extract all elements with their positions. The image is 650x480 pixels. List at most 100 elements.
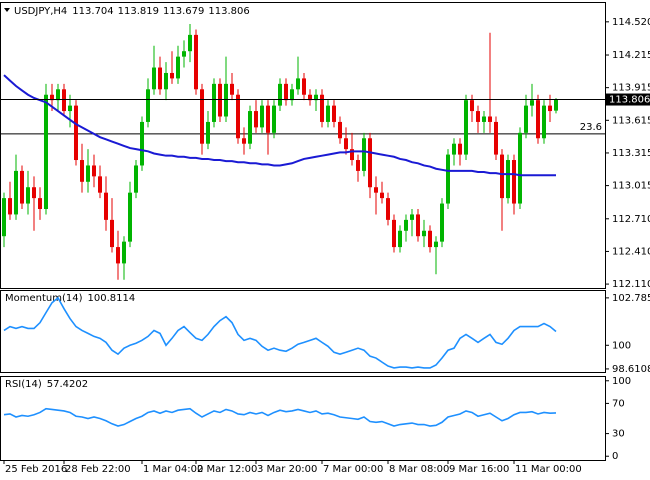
candle-body xyxy=(8,198,12,215)
candle-body xyxy=(332,105,336,122)
candle-body xyxy=(542,105,546,139)
candle-body xyxy=(176,56,180,79)
candle-body xyxy=(62,89,66,112)
candle-body xyxy=(278,83,282,106)
open-value: 113.704 xyxy=(72,6,113,17)
y-tick-label: 112.410 xyxy=(612,246,650,257)
moving-average xyxy=(3,74,556,177)
candle-body xyxy=(350,149,354,161)
y-tick-label: 113.915 xyxy=(612,83,650,94)
candle-body xyxy=(500,154,504,199)
menu-triangle xyxy=(4,8,10,12)
candle-body xyxy=(170,72,174,79)
candle-body xyxy=(206,121,210,144)
candle-body xyxy=(248,111,252,144)
candle-body xyxy=(410,214,414,220)
candle-body xyxy=(68,105,72,112)
y-tick-label: 70 xyxy=(612,398,625,409)
candle-body xyxy=(374,187,378,193)
candle-body xyxy=(368,138,372,188)
price-label-box xyxy=(606,93,650,106)
candle-body xyxy=(128,192,132,242)
candle-body xyxy=(470,100,474,112)
candle-body xyxy=(524,105,528,133)
candle-body xyxy=(362,138,366,171)
x-tick-label: 3 Mar 20:00 xyxy=(257,464,317,475)
candle-body xyxy=(14,170,18,215)
close-value: 113.806 xyxy=(208,6,249,17)
high-value: 113.819 xyxy=(118,6,159,17)
candle-body xyxy=(86,165,90,182)
candle-body xyxy=(200,89,204,144)
candle-body xyxy=(434,241,438,248)
candle-body xyxy=(98,176,102,193)
y-tick-label: 113.315 xyxy=(612,148,650,159)
candle-body xyxy=(380,192,384,199)
candle-body xyxy=(56,89,60,101)
candle-body xyxy=(290,89,294,101)
candle-body xyxy=(242,138,246,144)
candle-body xyxy=(518,132,522,204)
candle-body xyxy=(458,143,462,155)
candle-body xyxy=(338,121,342,139)
low-value: 113.679 xyxy=(163,6,204,17)
candle-body xyxy=(272,105,276,133)
candle-body xyxy=(320,94,324,122)
candle-body xyxy=(506,160,510,199)
candle-body xyxy=(110,219,114,248)
candle-body xyxy=(554,99,558,111)
candle-body xyxy=(44,94,48,209)
candle-body xyxy=(422,230,426,237)
candle-body xyxy=(116,247,120,264)
x-tick-label: 1 Mar 04:00 xyxy=(143,464,203,475)
candle-body xyxy=(512,160,516,204)
candle-body xyxy=(266,105,270,133)
candle-body xyxy=(74,105,78,161)
candle-body xyxy=(104,192,108,220)
candle-body xyxy=(146,89,150,122)
candle-body xyxy=(254,111,258,128)
candle-body xyxy=(158,67,162,90)
y-tick-label: 30 xyxy=(612,429,625,440)
chart-title: USDJPY,H4 xyxy=(14,6,67,17)
y-tick-label: 112.710 xyxy=(612,214,650,225)
candle-body xyxy=(398,230,402,248)
candle-body xyxy=(446,154,450,204)
candle-body xyxy=(188,34,192,52)
candle-body xyxy=(194,34,198,90)
candle-body xyxy=(236,94,240,139)
rsi-header: RSI(14) 57.4202 xyxy=(5,379,88,390)
price-panel-frame xyxy=(0,2,606,289)
x-tick-label: 28 Feb 22:00 xyxy=(65,464,131,475)
candle-body xyxy=(218,83,222,117)
candle-body xyxy=(140,121,144,166)
candle-body xyxy=(80,160,84,182)
candle-body xyxy=(386,198,390,220)
x-tick-label: 25 Feb 2016 xyxy=(5,464,67,475)
y-tick-label: 114.520 xyxy=(612,17,650,28)
candle-body xyxy=(182,51,186,57)
rsi-title: RSI(14) xyxy=(5,379,42,390)
candle-body xyxy=(2,198,6,237)
candle-body xyxy=(326,105,330,122)
candle-body xyxy=(344,138,348,150)
candle-body xyxy=(224,83,228,117)
candle-body xyxy=(164,72,168,90)
level-label: 23.6 xyxy=(580,122,602,133)
y-tick-label: 98.6108 xyxy=(612,364,650,375)
price-header: USDJPY,H4 113.704 113.819 113.679 113.806 xyxy=(14,6,250,17)
candle-body xyxy=(404,219,408,231)
candle-body xyxy=(308,94,312,101)
indicator-line xyxy=(3,296,557,369)
x-tick-label: 2 Mar 12:00 xyxy=(197,464,257,475)
candle-body xyxy=(416,214,420,237)
candle-body xyxy=(530,100,534,106)
rsi-panel-frame xyxy=(0,376,606,461)
candle-body xyxy=(134,165,138,193)
candle-body xyxy=(152,67,156,90)
candle-body xyxy=(284,83,288,101)
candle-body xyxy=(482,116,486,122)
candle-body xyxy=(428,230,432,248)
candle-body xyxy=(302,78,306,95)
candle-body xyxy=(488,116,492,122)
